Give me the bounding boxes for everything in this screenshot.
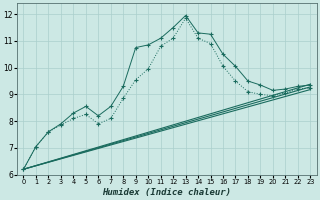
X-axis label: Humidex (Indice chaleur): Humidex (Indice chaleur) xyxy=(102,188,231,197)
